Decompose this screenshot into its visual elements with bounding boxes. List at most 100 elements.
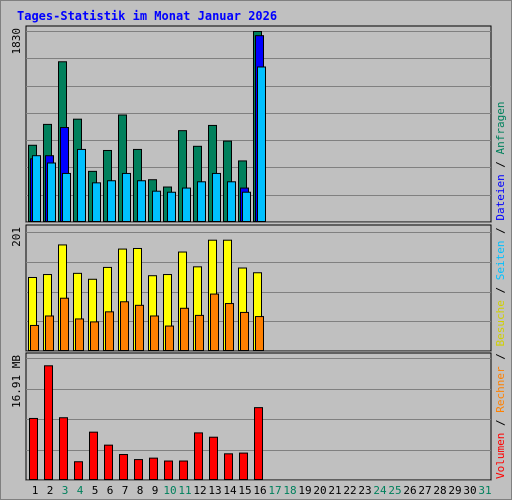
x-tick-label: 9 — [152, 484, 159, 497]
legend-entry: Seiten — [494, 241, 507, 281]
x-tick-label: 15 — [238, 484, 251, 497]
bar-volumen-day-13 — [209, 436, 218, 480]
chart-title: Tages-Statistik im Monat Januar 2026 — [17, 9, 277, 23]
x-tick-label: 31 — [478, 484, 491, 497]
bar-rechner-day-2 — [45, 315, 54, 351]
bar-seiten-day-16 — [257, 66, 266, 222]
legend-entry: Rechner — [494, 366, 507, 413]
y-max-label: 201 — [10, 227, 23, 247]
bar-rechner-day-7 — [120, 301, 129, 351]
bar-rechner-day-3 — [60, 297, 69, 352]
bar-volumen-day-15 — [239, 452, 248, 480]
bar-volumen-day-8 — [134, 459, 143, 481]
bar-rechner-day-12 — [195, 314, 204, 351]
legend-separator: / — [494, 347, 507, 367]
bar-seiten-day-8 — [137, 180, 146, 223]
bar-volumen-day-10 — [164, 460, 173, 481]
bar-seiten-day-7 — [122, 172, 131, 223]
bar-rechner-day-16 — [255, 316, 264, 351]
panel-volume: 16.91 MB — [10, 352, 492, 481]
x-tick-label: 5 — [92, 484, 99, 497]
bar-seiten-day-6 — [107, 180, 116, 223]
x-axis-labels: 1 2 3 4 5 6 7 8 9 10 11 12 13 14 15 16 17 18 19 20 21 22 23 24 2… — [32, 484, 492, 497]
bar-volumen-day-3 — [59, 417, 68, 481]
legend-separator: / — [494, 221, 507, 241]
legend-separator: / — [494, 413, 507, 433]
bar-seiten-day-15 — [242, 191, 251, 222]
bar-rechner-day-11 — [180, 307, 189, 352]
x-tick-label: 7 — [122, 484, 129, 497]
bar-seiten-day-10 — [167, 191, 176, 222]
bar-rechner-day-4 — [75, 318, 84, 351]
legend-entry: Anfragen — [494, 101, 507, 154]
bar-seiten-day-13 — [212, 172, 221, 223]
x-tick-label: 30 — [463, 484, 476, 497]
x-tick-label: 1 — [32, 484, 39, 497]
x-tick-label: 10 — [163, 484, 176, 497]
bar-volumen-day-11 — [179, 460, 188, 481]
bar-volumen-day-1 — [29, 417, 38, 481]
bar-seiten-day-2 — [47, 162, 56, 222]
bar-seiten-day-5 — [92, 182, 101, 222]
x-tick-label: 25 — [388, 484, 401, 497]
legend-entry: Besuche — [494, 300, 507, 346]
bar-volumen-day-12 — [194, 432, 203, 481]
panels: 1830 201 16.91 MB — [10, 25, 492, 481]
panel-visits: 201 — [10, 224, 492, 352]
x-tick-label: 27 — [418, 484, 431, 497]
bar-seiten-day-14 — [227, 181, 236, 222]
x-tick-label: 3 — [62, 484, 69, 497]
x-tick-label: 6 — [107, 484, 114, 497]
bar-seiten-day-11 — [182, 187, 191, 222]
x-tick-label: 23 — [358, 484, 371, 497]
bar-volumen-day-6 — [104, 444, 113, 480]
x-tick-label: 18 — [283, 484, 296, 497]
bar-rechner-day-6 — [105, 311, 114, 352]
legend-separator: / — [494, 154, 507, 174]
bar-seiten-day-3 — [62, 172, 71, 223]
bar-rechner-day-8 — [135, 304, 144, 351]
bar-rechner-day-10 — [165, 325, 174, 352]
bar-volumen-day-9 — [149, 457, 158, 480]
bar-seiten-day-12 — [197, 181, 206, 222]
x-tick-label: 16 — [253, 484, 266, 497]
x-tick-label: 19 — [298, 484, 311, 497]
x-tick-label: 13 — [208, 484, 221, 497]
bar-rechner-day-1 — [30, 324, 39, 352]
legend-separator: / — [494, 280, 507, 300]
x-tick-label: 24 — [373, 484, 387, 497]
bar-volumen-day-16 — [254, 407, 263, 480]
legend-entry: Dateien — [494, 174, 507, 220]
right-legend: Volumen / Rechner / Besuche / Seiten / D… — [494, 101, 507, 479]
bar-seiten-day-4 — [77, 148, 86, 223]
bar-volumen-day-5 — [89, 431, 98, 481]
x-tick-label: 12 — [193, 484, 206, 497]
y-max-label: 16.91 MB — [10, 355, 23, 408]
x-tick-label: 29 — [448, 484, 461, 497]
x-tick-label: 26 — [403, 484, 416, 497]
x-tick-label: 2 — [47, 484, 54, 497]
bar-rechner-day-14 — [225, 303, 234, 351]
x-tick-label: 8 — [137, 484, 144, 497]
x-tick-label: 14 — [223, 484, 237, 497]
panel-requests: 1830 — [10, 25, 492, 223]
x-tick-label: 11 — [178, 484, 191, 497]
x-tick-label: 4 — [77, 484, 84, 497]
y-max-label: 1830 — [10, 28, 23, 55]
bar-volumen-day-7 — [119, 454, 128, 480]
legend-entry: Volumen — [494, 433, 507, 479]
bar-volumen-day-2 — [44, 365, 53, 480]
bar-rechner-day-5 — [90, 321, 99, 351]
bar-rechner-day-9 — [150, 315, 159, 351]
x-tick-label: 20 — [313, 484, 326, 497]
bar-rechner-day-13 — [210, 293, 219, 352]
x-tick-label: 17 — [268, 484, 281, 497]
x-tick-label: 22 — [343, 484, 356, 497]
x-tick-label: 21 — [328, 484, 341, 497]
bar-volumen-day-4 — [74, 461, 83, 481]
bar-volumen-day-14 — [224, 453, 233, 480]
bar-seiten-day-1 — [32, 155, 41, 222]
bar-seiten-day-9 — [152, 190, 161, 222]
x-tick-label: 28 — [433, 484, 446, 497]
